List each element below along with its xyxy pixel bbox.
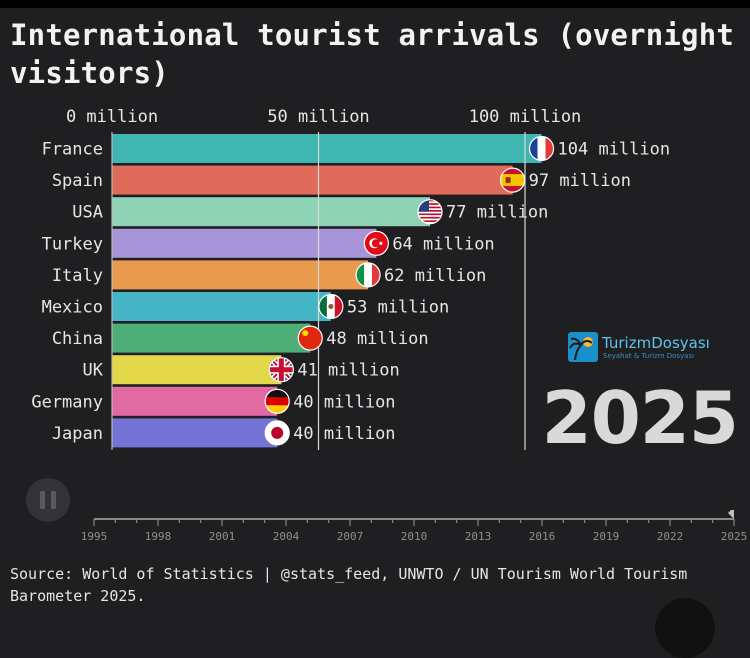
bar-mexico	[112, 292, 331, 321]
palm-logo-icon	[568, 332, 598, 362]
china-flag-icon	[297, 325, 323, 351]
bar-japan	[112, 418, 278, 448]
category-label: Spain	[52, 171, 103, 191]
timeline-year-label: 1995	[81, 530, 108, 543]
logo-text: TurizmDosyası	[602, 334, 710, 352]
bar-usa	[112, 197, 431, 227]
germany-flag-icon	[264, 388, 290, 414]
spain-flag-icon	[500, 167, 526, 193]
category-label: Japan	[52, 424, 103, 444]
logo-tagline: Seyahat & Turizm Dosyası	[603, 352, 695, 360]
current-year: 2025	[541, 376, 739, 460]
category-label: UK	[83, 361, 104, 381]
pause-icon-right	[51, 491, 56, 509]
value-label: 77 million	[446, 203, 548, 223]
timeline-year-label: 2016	[529, 530, 556, 543]
value-label: 53 million	[347, 298, 449, 318]
pause-button[interactable]	[26, 478, 70, 522]
corner-overlay	[655, 598, 715, 658]
turkey-flag-icon	[363, 230, 389, 256]
timeline-year-label: 1998	[145, 530, 172, 543]
value-label: 64 million	[392, 234, 494, 254]
x-tick-label: 0 million	[66, 107, 158, 127]
mexico-flag-icon	[318, 293, 344, 320]
value-label: 104 million	[558, 140, 671, 160]
timeline-year-label: 2022	[657, 530, 684, 543]
japan-flag-icon	[264, 420, 290, 446]
category-label: Turkey	[42, 234, 103, 254]
value-label: 48 million	[326, 329, 428, 349]
bar-italy	[112, 260, 369, 290]
x-tick-label: 50 million	[267, 107, 369, 127]
bar-turkey	[112, 228, 377, 258]
chart-title: International tourist arrivals (overnigh…	[10, 18, 735, 90]
timeline-year-label: 2007	[337, 530, 364, 543]
italy-flag-icon	[355, 262, 381, 288]
bar-chart: France Spain USA Turkey Italy Mexico China UK Ge…	[31, 107, 671, 450]
category-label: Italy	[52, 266, 103, 286]
timeline-slider[interactable]: 1995 1998 2001 2004 2007 2010 2013 2016 2019 2022…	[0, 510, 750, 550]
value-label: 41 million	[297, 361, 399, 381]
timeline-year-label: 2004	[273, 530, 300, 543]
category-label: Germany	[31, 392, 103, 412]
source-note: Source: World of Statistics | @stats_fee…	[10, 565, 688, 605]
timeline-year-label: 2019	[593, 530, 620, 543]
timeline-handle[interactable]	[728, 510, 734, 519]
top-band	[0, 0, 750, 8]
value-label: 40 million	[293, 424, 395, 444]
pause-icon-left	[40, 491, 45, 509]
x-tick-label: 100 million	[469, 107, 582, 127]
category-label: USA	[72, 203, 103, 223]
category-label: China	[52, 329, 103, 349]
timeline-year-label: 2010	[401, 530, 428, 543]
uk-flag-icon	[268, 357, 294, 383]
category-label: France	[42, 140, 103, 160]
value-label: 62 million	[384, 266, 486, 286]
usa-flag-icon	[417, 199, 443, 225]
timeline-year-label: 2025	[721, 530, 748, 543]
bar-france	[112, 134, 542, 163]
bar-china	[112, 323, 311, 353]
bar-germany	[112, 386, 278, 416]
france-flag-icon	[528, 135, 555, 162]
bar-spain	[112, 165, 513, 195]
bar-uk	[112, 355, 282, 385]
logo: TurizmDosyası Seyahat & Turizm Dosyası	[566, 330, 746, 370]
value-label: 97 million	[529, 171, 631, 191]
value-label: 40 million	[293, 392, 395, 412]
category-label: Mexico	[42, 298, 103, 318]
timeline-year-label: 2013	[465, 530, 492, 543]
timeline-year-label: 2001	[209, 530, 236, 543]
